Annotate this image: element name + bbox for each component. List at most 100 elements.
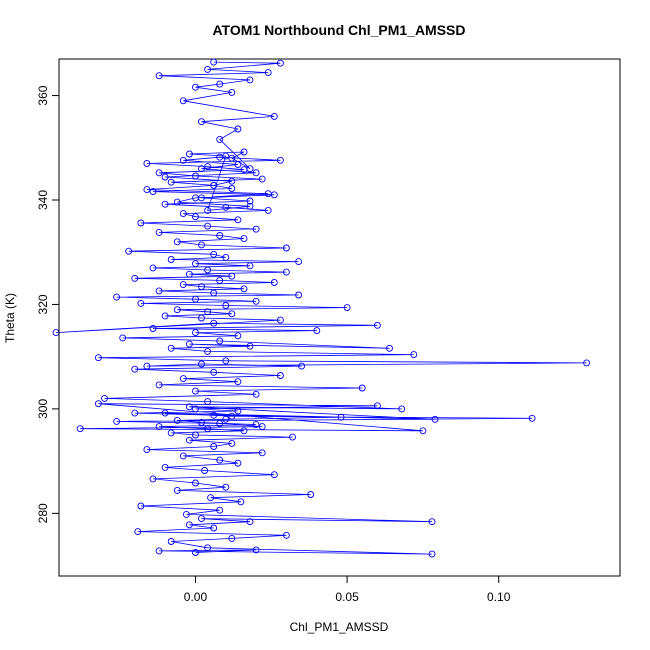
data-point	[210, 411, 218, 419]
data-point	[149, 325, 157, 332]
data-point	[198, 419, 205, 426]
x-axis: 0.00 0.05 0.10	[184, 575, 511, 604]
data-point	[210, 250, 218, 258]
data-point	[216, 420, 224, 427]
data-point	[167, 178, 175, 186]
data-point	[252, 546, 260, 554]
data-point	[222, 483, 230, 491]
data-point	[204, 308, 212, 316]
data-point	[583, 359, 591, 367]
data-point	[246, 197, 254, 205]
data-point	[398, 405, 406, 413]
data-point	[155, 423, 163, 431]
data-point	[192, 405, 199, 413]
data-point	[161, 409, 169, 417]
data-point	[204, 266, 212, 274]
data-point	[276, 156, 284, 164]
data-point	[198, 515, 205, 523]
data-point	[246, 76, 254, 84]
data-point	[234, 125, 242, 133]
data-point	[94, 400, 102, 408]
data-point	[113, 293, 121, 301]
data-point	[161, 463, 169, 471]
series-line	[55, 61, 587, 555]
data-point	[234, 216, 242, 224]
data-point	[234, 459, 242, 467]
data-point	[216, 506, 224, 514]
data-point	[428, 518, 436, 526]
data-point	[125, 247, 133, 255]
data-point	[252, 169, 260, 177]
y-tick-label: 340	[36, 190, 50, 210]
data-point	[179, 281, 187, 289]
data-point	[216, 135, 224, 143]
data-point	[198, 360, 205, 368]
data-point	[373, 402, 381, 410]
y-axis: 280 300 320 340 360	[36, 85, 60, 523]
data-point	[155, 547, 163, 555]
data-point	[307, 491, 315, 498]
data-point	[264, 190, 272, 198]
data-point	[161, 200, 169, 208]
chart-title: ATOM1 Northbound Chl_PM1_AMSSD	[212, 22, 465, 38]
data-point	[246, 262, 254, 270]
data-point	[431, 415, 439, 423]
data-point	[198, 314, 205, 322]
data-point	[143, 159, 151, 167]
series-layer	[52, 58, 591, 558]
data-point	[131, 274, 139, 282]
y-tick-label: 360	[36, 85, 50, 105]
x-tick-label: 0.00	[184, 590, 208, 604]
data-point	[210, 443, 218, 450]
data-point	[282, 531, 290, 539]
data-point	[161, 312, 169, 320]
data-point	[337, 413, 345, 421]
x-tick-label: 0.05	[335, 590, 359, 604]
data-point	[149, 188, 157, 196]
data-point	[173, 198, 181, 206]
data-point	[204, 65, 212, 73]
data-point	[143, 446, 151, 454]
data-point	[270, 471, 278, 479]
data-point	[264, 206, 272, 214]
data-point	[289, 433, 296, 441]
data-point	[228, 88, 236, 96]
data-point	[155, 72, 163, 80]
data-point	[204, 398, 212, 406]
data-point	[258, 449, 266, 457]
data-point	[192, 260, 199, 268]
data-point	[204, 163, 212, 171]
data-point	[528, 414, 536, 422]
data-point	[373, 321, 381, 329]
data-point	[185, 403, 193, 411]
data-point	[295, 258, 303, 266]
data-point	[192, 172, 199, 180]
data-point	[228, 310, 236, 318]
data-point	[119, 334, 127, 342]
data-point	[179, 375, 187, 383]
data-point	[222, 357, 230, 365]
data-point	[192, 479, 199, 487]
data-point	[264, 69, 272, 77]
data-point	[167, 538, 175, 545]
data-point	[270, 279, 278, 286]
data-point	[237, 498, 245, 506]
data-point	[179, 156, 187, 164]
data-point	[185, 270, 193, 278]
data-point	[228, 272, 236, 280]
y-tick-label: 300	[36, 399, 50, 419]
data-point	[216, 232, 224, 239]
data-point	[358, 384, 366, 392]
data-point	[252, 225, 260, 233]
data-point	[131, 409, 139, 417]
data-point	[192, 431, 199, 439]
data-point	[155, 169, 163, 177]
data-point	[210, 58, 218, 66]
data-point	[343, 304, 351, 312]
data-point	[386, 344, 393, 352]
data-point	[198, 165, 205, 173]
data-point	[228, 534, 236, 542]
data-point	[192, 213, 199, 221]
data-point	[155, 287, 163, 295]
